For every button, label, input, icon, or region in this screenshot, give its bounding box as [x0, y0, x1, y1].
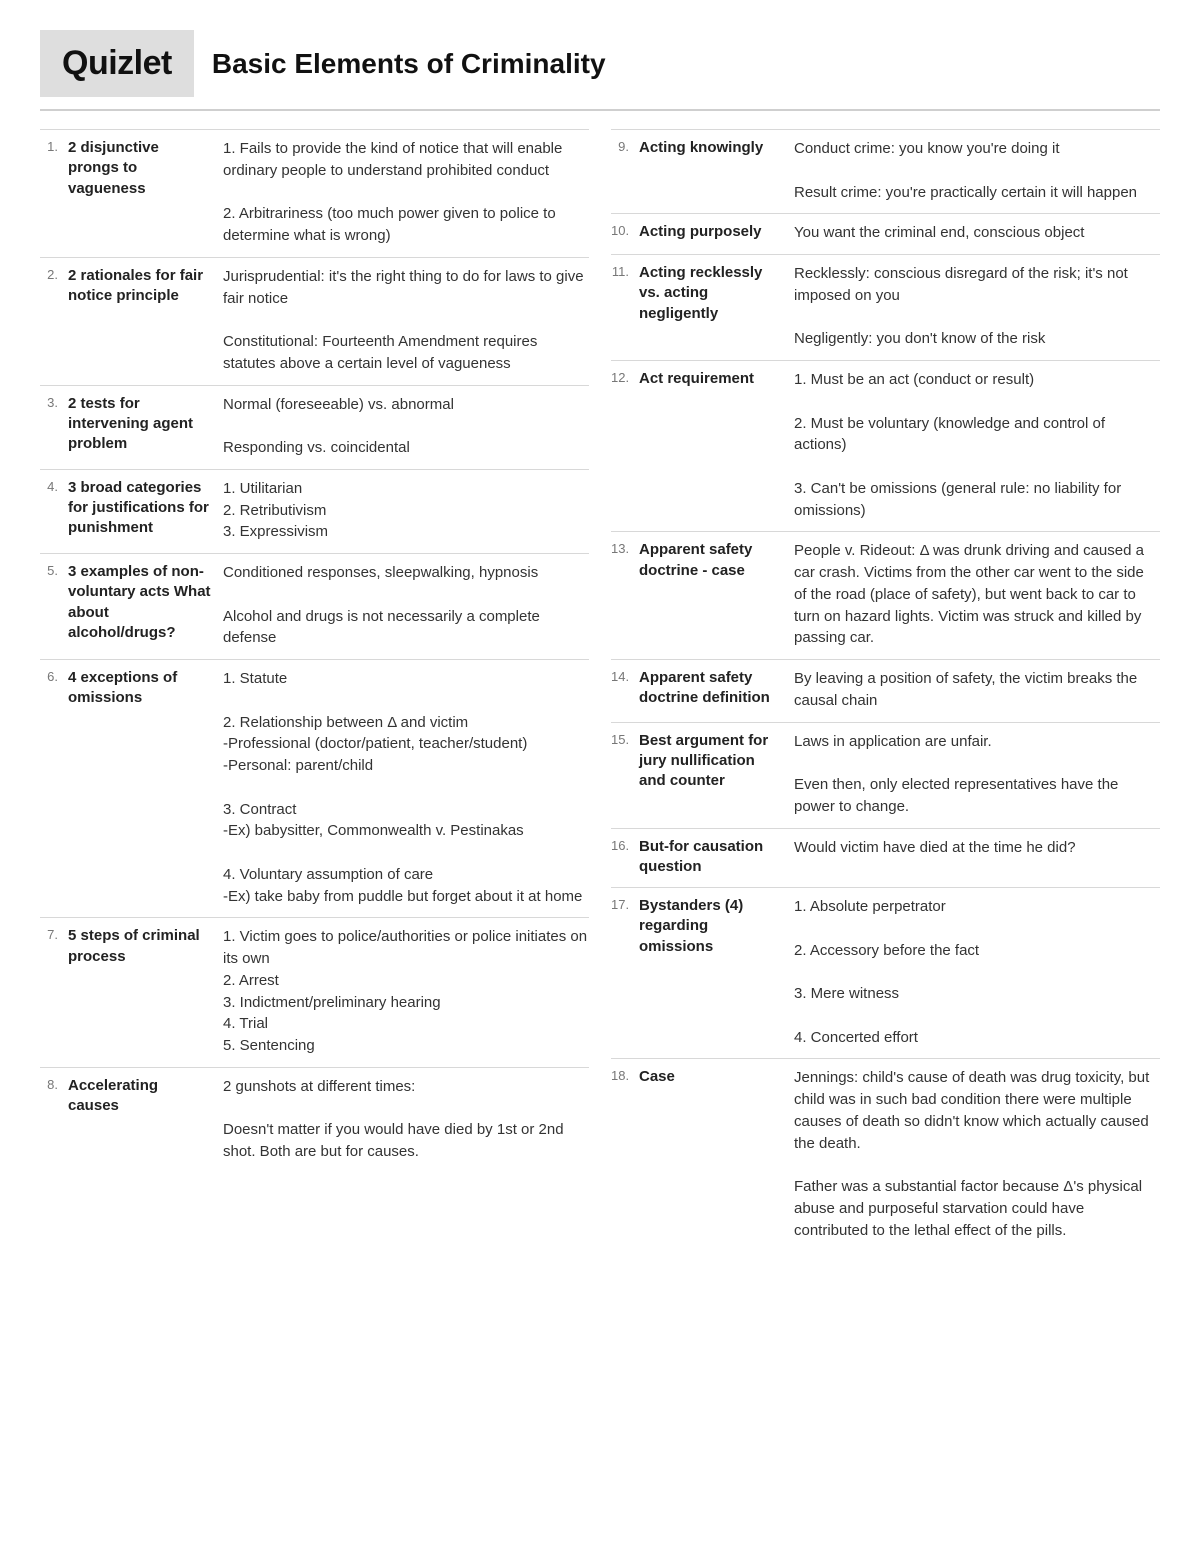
term-entry: 14. Apparent safety doctrine definitionBy…: [611, 659, 1160, 722]
entry-definition: 1. Victim goes to police/authorities or …: [223, 926, 589, 1057]
entry-number: 11.: [611, 263, 629, 350]
right-column: 9.Acting knowinglyConduct crime: you kno…: [611, 129, 1160, 1251]
entry-definition: 1. Utilitarian 2. Retributivism 3. Expre…: [223, 478, 589, 543]
entry-number: 16.: [611, 837, 629, 878]
entry-definition: 2 gunshots at different times: Doesn't m…: [223, 1076, 589, 1163]
entry-number: 17.: [611, 896, 629, 1048]
entry-term: Acting recklessly vs. acting negligently: [639, 263, 784, 350]
entry-term: 4 exceptions of omissions: [68, 668, 213, 907]
term-entry: 16. But-for causation questionWould victi…: [611, 828, 1160, 888]
entry-term: 2 disjunctive prongs to vagueness: [68, 138, 213, 247]
entry-number: 7.: [40, 926, 58, 1057]
entry-number: 12.: [611, 369, 629, 521]
entry-term: Bystanders (4) regarding omissions: [639, 896, 784, 1048]
entry-definition: Normal (foreseeable) vs. abnormal Respon…: [223, 394, 589, 459]
entry-term: 3 broad categories for justifications fo…: [68, 478, 213, 543]
entry-number: 6.: [40, 668, 58, 907]
page-header: Quizlet Basic Elements of Criminality: [40, 30, 1160, 97]
entry-number: 8.: [40, 1076, 58, 1163]
entry-definition: People v. Rideout: Δ was drunk driving a…: [794, 540, 1160, 649]
entry-definition: Conduct crime: you know you're doing it …: [794, 138, 1160, 203]
entry-term: But-for causation question: [639, 837, 784, 878]
entry-term: Accelerating causes: [68, 1076, 213, 1163]
entry-definition: Laws in application are unfair. Even the…: [794, 731, 1160, 818]
entry-term: 3 examples of non-voluntary acts What ab…: [68, 562, 213, 649]
term-entry: 7.5 steps of criminal process1. Victim g…: [40, 917, 589, 1067]
entry-definition: 1. Fails to provide the kind of notice t…: [223, 138, 589, 247]
header-divider: [40, 109, 1160, 111]
entry-term: Act requirement: [639, 369, 784, 521]
entry-number: 13.: [611, 540, 629, 649]
term-entry: 9.Acting knowinglyConduct crime: you kno…: [611, 129, 1160, 213]
left-column: 1.2 disjunctive prongs to vagueness1. Fa…: [40, 129, 589, 1251]
entry-definition: By leaving a position of safety, the vic…: [794, 668, 1160, 712]
content-columns: 1.2 disjunctive prongs to vagueness1. Fa…: [40, 129, 1160, 1251]
entry-term: 5 steps of criminal process: [68, 926, 213, 1057]
term-entry: 1.2 disjunctive prongs to vagueness1. Fa…: [40, 129, 589, 257]
term-entry: 8.Accelerating causes2 gunshots at diffe…: [40, 1067, 589, 1173]
entry-definition: Jennings: child's cause of death was dru…: [794, 1067, 1160, 1241]
entry-definition: Recklessly: conscious disregard of the r…: [794, 263, 1160, 350]
term-entry: 3.2 tests for intervening agent problemN…: [40, 385, 589, 469]
entry-number: 9.: [611, 138, 629, 203]
term-entry: 5.3 examples of non-voluntary acts What …: [40, 553, 589, 659]
quizlet-logo: Quizlet: [40, 30, 194, 97]
entry-number: 18.: [611, 1067, 629, 1241]
entry-definition: 1. Statute 2. Relationship between Δ and…: [223, 668, 589, 907]
entry-definition: Jurisprudential: it's the right thing to…: [223, 266, 589, 375]
entry-definition: 1. Must be an act (conduct or result) 2.…: [794, 369, 1160, 521]
term-entry: 15. Best argument for jury nullification …: [611, 722, 1160, 828]
entry-number: 10.: [611, 222, 629, 244]
term-entry: 17. Bystanders (4) regarding omissions1. …: [611, 887, 1160, 1058]
entry-term: Best argument for jury nullification and…: [639, 731, 784, 818]
term-entry: 12. Act requirement1. Must be an act (con…: [611, 360, 1160, 531]
entry-term: Case: [639, 1067, 784, 1241]
entry-definition: Would victim have died at the time he di…: [794, 837, 1160, 878]
entry-number: 3.: [40, 394, 58, 459]
entry-definition: Conditioned responses, sleepwalking, hyp…: [223, 562, 589, 649]
term-entry: 18. CaseJennings: child's cause of death …: [611, 1058, 1160, 1251]
entry-term: 2 rationales for fair notice principle: [68, 266, 213, 375]
term-entry: 2.2 rationales for fair notice principle…: [40, 257, 589, 385]
entry-number: 4.: [40, 478, 58, 543]
entry-number: 1.: [40, 138, 58, 247]
entry-number: 14.: [611, 668, 629, 712]
entry-term: Acting knowingly: [639, 138, 784, 203]
term-entry: 4.3 broad categories for justifications …: [40, 469, 589, 553]
term-entry: 11. Acting recklessly vs. acting negligen…: [611, 254, 1160, 360]
page-title: Basic Elements of Criminality: [212, 48, 606, 80]
term-entry: 13. Apparent safety doctrine - casePeople…: [611, 531, 1160, 659]
entry-term: Apparent safety doctrine - case: [639, 540, 784, 649]
entry-term: Acting purposely: [639, 222, 784, 244]
entry-number: 5.: [40, 562, 58, 649]
entry-term: 2 tests for intervening agent problem: [68, 394, 213, 459]
term-entry: 10. Acting purposely You want the criminal…: [611, 213, 1160, 254]
entry-term: Apparent safety doctrine definition: [639, 668, 784, 712]
entry-number: 2.: [40, 266, 58, 375]
term-entry: 6.4 exceptions of omissions1. Statute 2.…: [40, 659, 589, 917]
entry-number: 15.: [611, 731, 629, 818]
entry-definition: You want the criminal end, conscious obj…: [794, 222, 1160, 244]
entry-definition: 1. Absolute perpetrator 2. Accessory bef…: [794, 896, 1160, 1048]
